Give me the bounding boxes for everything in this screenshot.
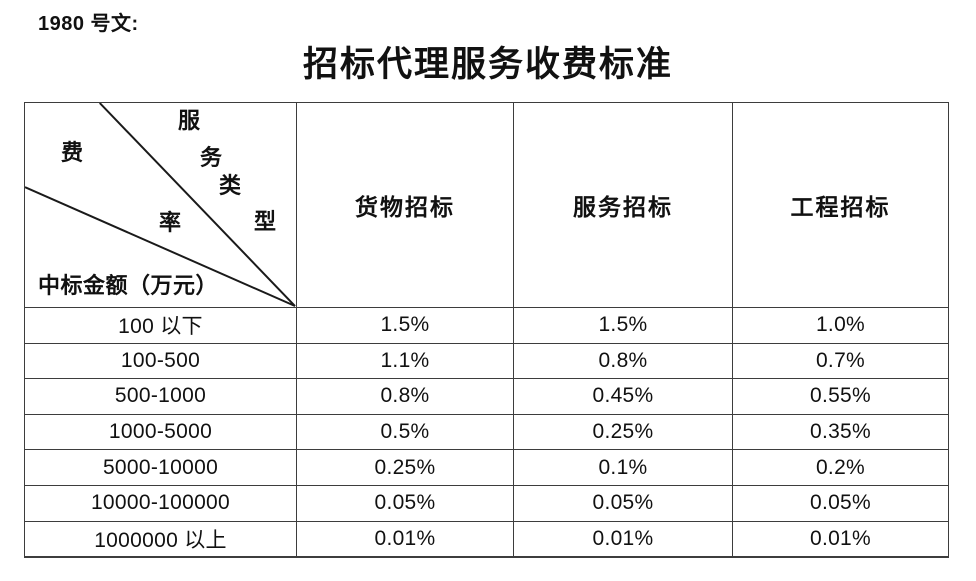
corner-service-type-char: 类	[218, 173, 241, 198]
row-label: 10000-100000	[24, 484, 297, 522]
column-header-goods: 货物招标	[296, 102, 514, 308]
column-header-services: 服务招标	[513, 102, 733, 308]
row-label: 500-1000	[24, 378, 297, 415]
diagonal-divider-lines	[25, 103, 296, 307]
fee-value-cell: 1.5%	[296, 307, 514, 344]
fee-value-cell: 0.2%	[732, 449, 949, 486]
table-row: 100 以下 1.5% 1.5% 1.0%	[24, 307, 949, 344]
corner-service-type-char: 务	[199, 145, 222, 170]
corner-service-type-char: 服	[177, 108, 200, 133]
fee-value-cell: 0.25%	[296, 449, 514, 486]
corner-rate-char: 率	[158, 210, 181, 235]
fee-value-cell: 1.1%	[296, 342, 514, 380]
corner-service-type-char: 型	[253, 209, 276, 234]
corner-rate-char: 费	[60, 140, 83, 165]
fee-value-cell: 0.01%	[732, 520, 949, 558]
table-row: 500-1000 0.8% 0.45% 0.55%	[24, 378, 949, 415]
table-corner-cell: 服 务 类 型 费 率 中标金额（万元）	[24, 102, 297, 308]
table-row: 1000000 以上 0.01% 0.01% 0.01%	[24, 520, 949, 558]
row-label: 100 以下	[24, 307, 297, 344]
corner-amount-label: 中标金额（万元）	[38, 273, 219, 298]
fee-value-cell: 0.55%	[732, 378, 949, 415]
fee-value-cell: 0.1%	[513, 449, 733, 486]
table-row: 100-500 1.1% 0.8% 0.7%	[24, 342, 949, 380]
fee-value-cell: 0.8%	[296, 378, 514, 415]
fee-value-cell: 0.8%	[513, 342, 733, 380]
document-number: 1980 号文:	[38, 13, 139, 35]
fee-value-cell: 0.05%	[296, 484, 514, 522]
row-label: 1000-5000	[24, 413, 297, 451]
fee-value-cell: 0.35%	[732, 413, 949, 451]
fee-value-cell: 0.01%	[296, 520, 514, 558]
fee-value-cell: 0.45%	[513, 378, 733, 415]
fee-value-cell: 1.5%	[513, 307, 733, 344]
fee-value-cell: 0.25%	[513, 413, 733, 451]
fee-value-cell: 0.01%	[513, 520, 733, 558]
fee-value-cell: 0.7%	[732, 342, 949, 380]
fee-table: 服 务 类 型 费 率 中标金额（万元） 货物招标 服务招标 工程招标 100 …	[24, 102, 949, 559]
table-row: 5000-10000 0.25% 0.1% 0.2%	[24, 449, 949, 486]
table-header-row: 服 务 类 型 费 率 中标金额（万元） 货物招标 服务招标 工程招标	[24, 102, 949, 308]
table-row: 1000-5000 0.5% 0.25% 0.35%	[24, 413, 949, 451]
row-label: 5000-10000	[24, 449, 297, 486]
fee-value-cell: 0.5%	[296, 413, 514, 451]
page-title: 招标代理服务收费标准	[302, 45, 673, 84]
fee-value-cell: 0.05%	[513, 484, 733, 522]
row-label: 100-500	[24, 342, 297, 380]
fee-value-cell: 1.0%	[732, 307, 949, 344]
row-label: 1000000 以上	[24, 520, 297, 558]
column-header-engineering: 工程招标	[732, 102, 949, 308]
table-row: 10000-100000 0.05% 0.05% 0.05%	[24, 484, 949, 522]
fee-value-cell: 0.05%	[732, 484, 949, 522]
